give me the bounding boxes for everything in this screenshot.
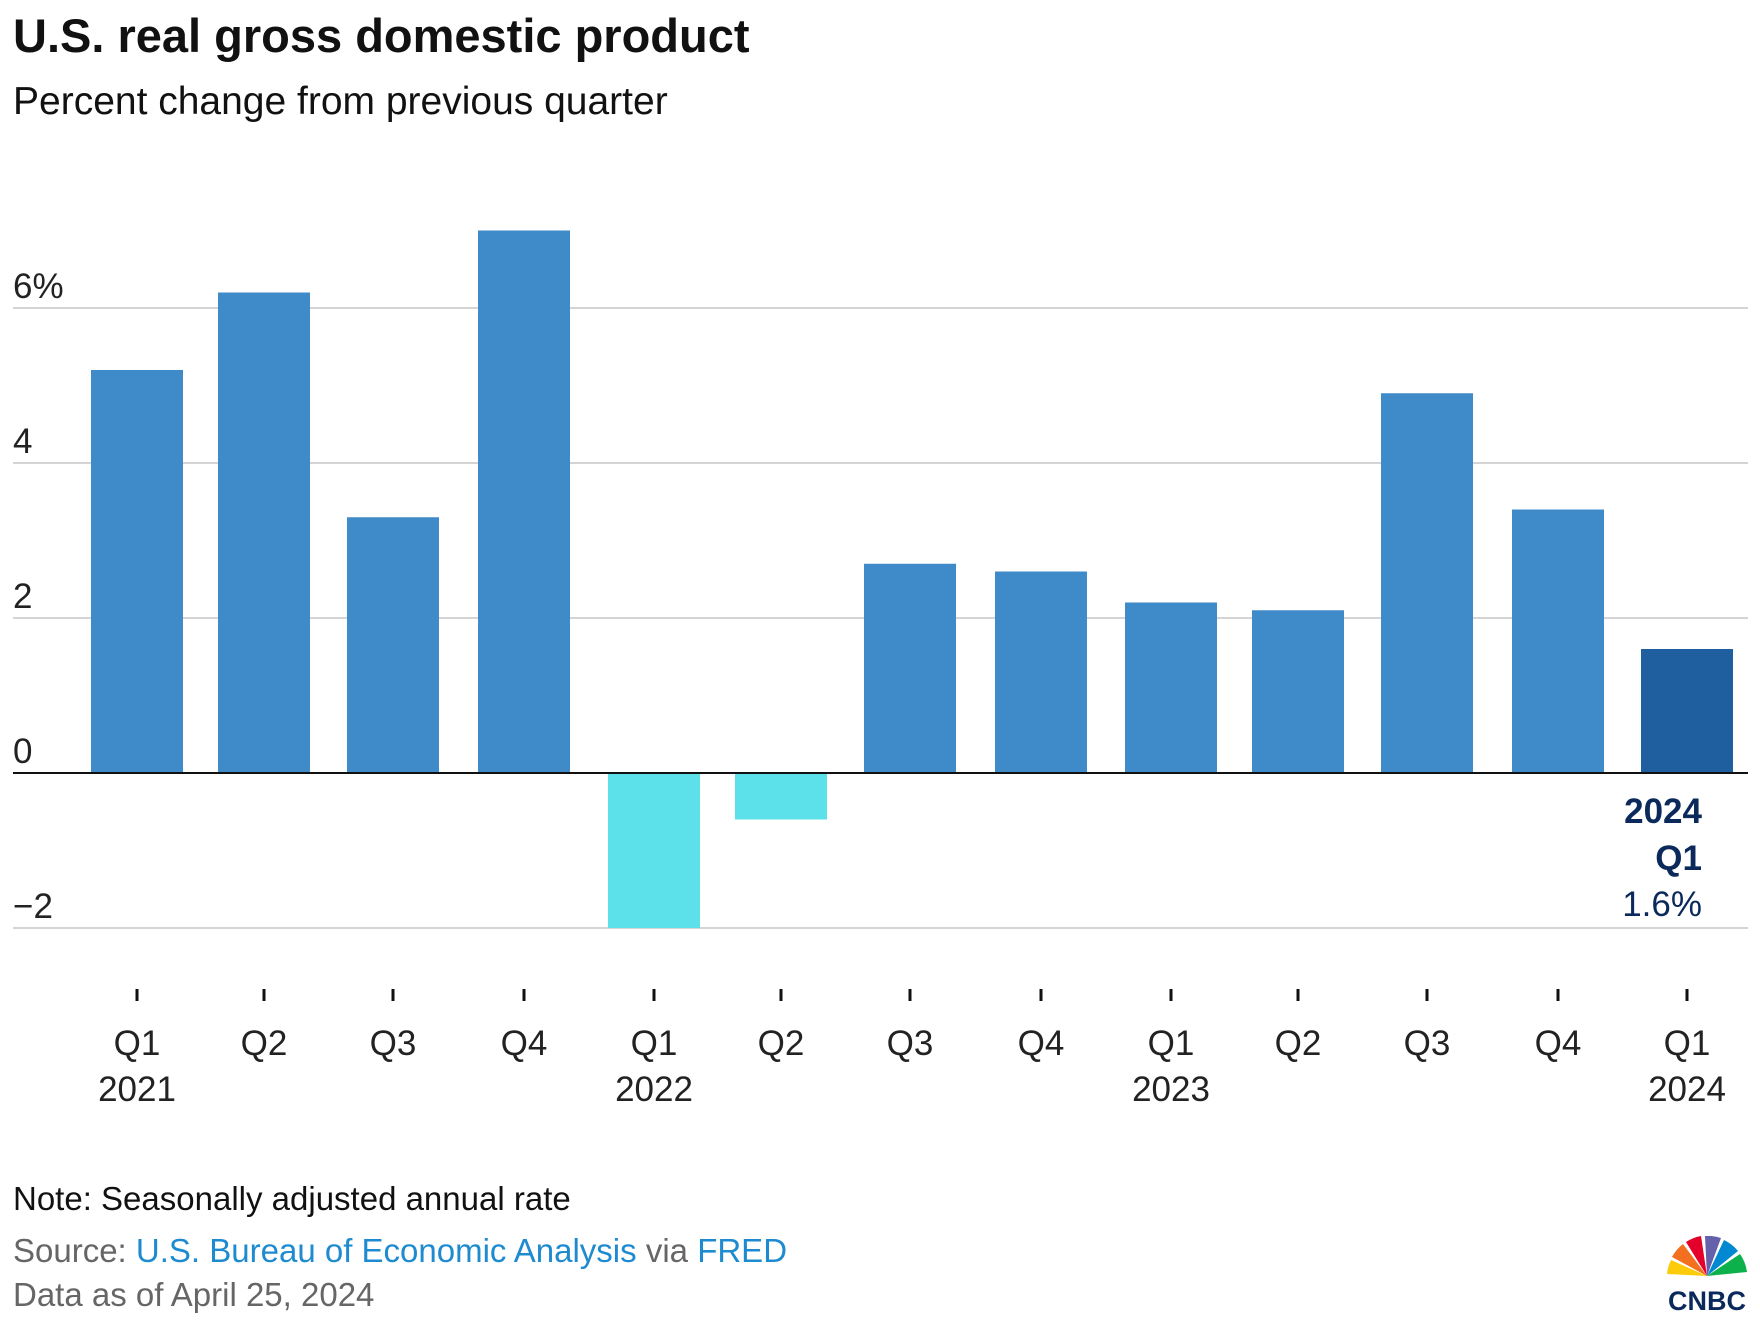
x-tick-quarter-label: Q3 [370, 1024, 417, 1063]
y-tick-label: 6% [13, 267, 64, 306]
bar-q1-2021 [91, 370, 183, 773]
bar-q4-2023 [1512, 509, 1604, 773]
y-tick-label: −2 [13, 887, 53, 926]
x-tick-quarter-label: Q1 [631, 1024, 678, 1063]
x-tick-year-label: 2021 [98, 1070, 176, 1109]
y-tick-label: 4 [13, 422, 32, 461]
source-link-bea[interactable]: U.S. Bureau of Economic Analysis [135, 1232, 637, 1269]
footnote: Note: Seasonally adjusted annual rate [13, 1180, 571, 1217]
bar-q3-2023 [1381, 393, 1473, 773]
bar-q2-2021 [218, 292, 310, 773]
source-prefix: Source: [13, 1232, 136, 1269]
x-tick-year-label: 2023 [1132, 1070, 1210, 1109]
data-as-of: Data as of April 25, 2024 [13, 1276, 375, 1313]
cnbc-logo: CNBC [1667, 1236, 1747, 1312]
x-tick-year-label: 2022 [615, 1070, 693, 1109]
bar-q3-2021 [347, 517, 439, 773]
x-tick-quarter-label: Q3 [887, 1024, 934, 1063]
x-tick-quarter-label: Q2 [758, 1024, 805, 1063]
x-tick-quarter-label: Q4 [1535, 1024, 1582, 1063]
chart-title: U.S. real gross domestic product [13, 9, 750, 62]
y-tick-label: 2 [13, 577, 32, 616]
bar-q1-2024 [1641, 649, 1733, 773]
source-line: Source: U.S. Bureau of Economic Analysis… [13, 1232, 787, 1270]
x-tick-year-label: 2024 [1648, 1070, 1726, 1109]
x-tick-quarter-label: Q2 [1275, 1024, 1322, 1063]
annotation-value: 1.6% [1622, 885, 1702, 924]
bar-q2-2022 [735, 773, 827, 820]
x-tick-quarter-label: Q2 [241, 1024, 288, 1063]
x-tick-quarter-label: Q4 [1018, 1024, 1065, 1063]
x-tick-quarter-label: Q4 [501, 1024, 548, 1063]
bar-q4-2022 [995, 571, 1087, 773]
y-tick-label: 0 [13, 732, 32, 771]
bar-q1-2023 [1125, 602, 1217, 773]
annotation-year: 2024 [1624, 792, 1702, 831]
x-tick-quarter-label: Q1 [1664, 1024, 1711, 1063]
bar-q2-2023 [1252, 610, 1344, 773]
bar-q1-2022 [608, 773, 700, 928]
bar-q3-2022 [864, 563, 956, 773]
x-tick-quarter-label: Q3 [1404, 1024, 1451, 1063]
x-tick-quarter-label: Q1 [1148, 1024, 1195, 1063]
x-tick-quarter-label: Q1 [114, 1024, 161, 1063]
bar-q4-2021 [478, 230, 570, 773]
cnbc-logo-text: CNBC [1668, 1286, 1746, 1312]
source-via: via [636, 1232, 698, 1269]
annotation-quarter: Q1 [1655, 839, 1702, 878]
source-link-fred[interactable]: FRED [697, 1232, 788, 1269]
chart-subtitle: Percent change from previous quarter [13, 80, 668, 123]
